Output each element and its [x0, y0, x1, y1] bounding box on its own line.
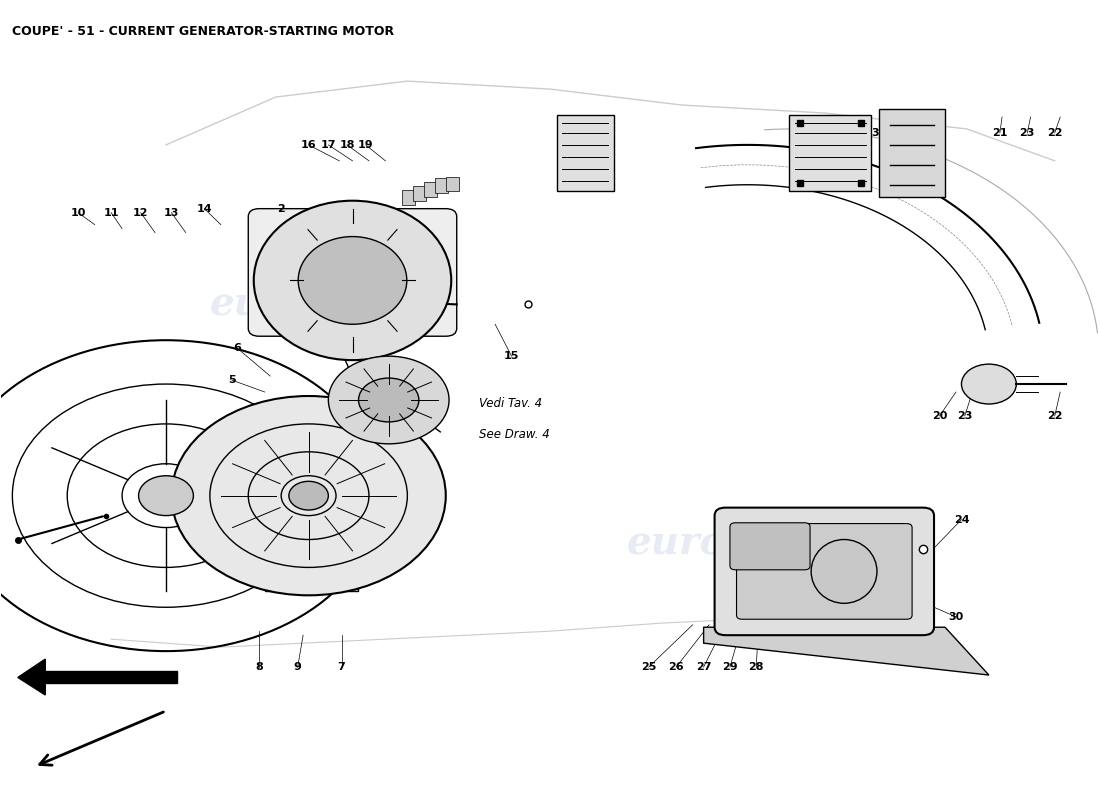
Text: 7: 7	[338, 662, 345, 672]
Text: 25: 25	[641, 662, 657, 672]
Text: 10: 10	[70, 208, 86, 218]
FancyBboxPatch shape	[265, 416, 358, 591]
Text: eurospares: eurospares	[210, 286, 451, 323]
Circle shape	[139, 476, 194, 515]
Text: 31: 31	[871, 128, 887, 138]
FancyBboxPatch shape	[715, 508, 934, 635]
Text: 12: 12	[133, 208, 148, 218]
Text: 35: 35	[899, 128, 914, 138]
Circle shape	[961, 364, 1016, 404]
Text: 36: 36	[595, 124, 610, 134]
Text: 22: 22	[1047, 411, 1063, 421]
FancyBboxPatch shape	[879, 109, 945, 197]
Text: 19: 19	[358, 140, 374, 150]
Text: 11: 11	[103, 208, 119, 218]
Circle shape	[172, 396, 446, 595]
Text: 15: 15	[504, 351, 519, 361]
Text: 1: 1	[310, 208, 318, 218]
Text: 5: 5	[228, 375, 235, 385]
Text: 17: 17	[320, 140, 337, 150]
Text: 4: 4	[349, 335, 356, 346]
Bar	[402, 190, 415, 205]
Text: 21: 21	[992, 128, 1008, 138]
Polygon shape	[45, 671, 177, 683]
Text: eurospares: eurospares	[627, 525, 868, 562]
Circle shape	[289, 482, 329, 510]
Text: 20: 20	[932, 411, 947, 421]
Bar	[412, 186, 426, 201]
Ellipse shape	[298, 237, 407, 324]
Text: 16: 16	[300, 140, 317, 150]
Text: 27: 27	[696, 662, 712, 672]
Bar	[424, 182, 437, 197]
Text: 13: 13	[164, 208, 179, 218]
Circle shape	[329, 356, 449, 444]
Text: 30: 30	[948, 612, 964, 622]
Text: 3: 3	[321, 331, 329, 342]
Text: 6: 6	[233, 343, 241, 353]
Ellipse shape	[254, 201, 451, 360]
Text: 26: 26	[669, 662, 684, 672]
Text: 34: 34	[564, 124, 580, 134]
Text: See Draw. 4: See Draw. 4	[478, 428, 549, 441]
Text: 9: 9	[294, 662, 301, 672]
Text: 22: 22	[1047, 128, 1063, 138]
Text: 28: 28	[748, 662, 764, 672]
Polygon shape	[18, 659, 45, 695]
Ellipse shape	[811, 539, 877, 603]
Text: 33: 33	[805, 128, 821, 138]
Bar	[446, 177, 459, 191]
FancyBboxPatch shape	[737, 523, 912, 619]
FancyBboxPatch shape	[730, 522, 810, 570]
Bar	[557, 115, 614, 191]
FancyBboxPatch shape	[249, 209, 456, 336]
Text: 8: 8	[255, 662, 263, 672]
Text: 32: 32	[838, 128, 854, 138]
Text: Vedi Tav. 4: Vedi Tav. 4	[478, 398, 542, 410]
Bar	[434, 178, 448, 193]
Text: 29: 29	[722, 662, 738, 672]
Bar	[789, 115, 871, 191]
Text: 24: 24	[954, 514, 969, 525]
Text: COUPE' - 51 - CURRENT GENERATOR-STARTING MOTOR: COUPE' - 51 - CURRENT GENERATOR-STARTING…	[12, 26, 395, 38]
Text: 23: 23	[957, 411, 972, 421]
Text: 18: 18	[339, 140, 355, 150]
Text: 23: 23	[1020, 128, 1035, 138]
Text: 14: 14	[197, 204, 212, 214]
Circle shape	[359, 378, 419, 422]
Polygon shape	[704, 627, 989, 675]
Text: 2: 2	[277, 204, 285, 214]
